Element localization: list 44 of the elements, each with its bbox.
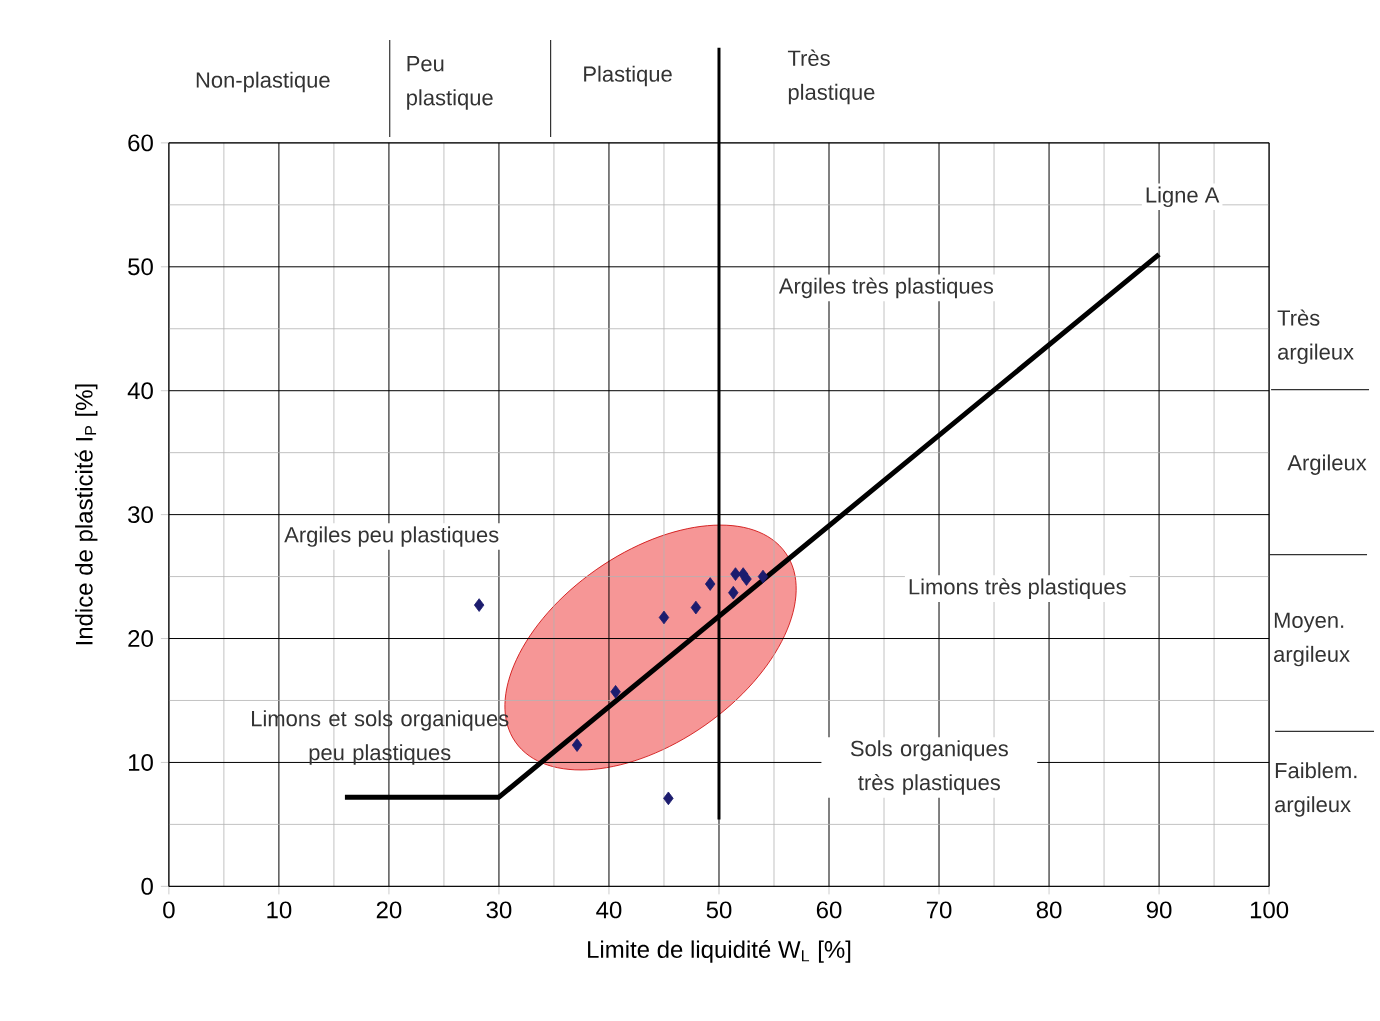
text: Faiblem. argileux [1275,762,1357,817]
x-tick-label: 0 [163,901,175,919]
text: Peu plastique [407,55,493,110]
y-tick-label: 30 [128,506,153,523]
annotation: Limons très plastiques [909,578,1126,599]
y-tick-label: 20 [128,629,153,647]
text: Argileux [1287,454,1367,475]
y-tick-label: 0 [141,877,153,895]
point [757,569,769,584]
text: Non-plastique [196,71,330,93]
point [658,610,670,625]
text: Très plastique [787,49,875,105]
x-tick-label: 80 [1036,901,1062,919]
annotation: Argiles très plastiques [778,277,994,299]
x-tick-label: 40 [596,901,622,919]
x-tick-label: 50 [706,901,732,919]
x-axis-title: Limite de liquidité W$_{L}$ [%] [588,939,851,963]
point [730,567,741,581]
x-tick-label: 10 [267,901,292,919]
annotation: Sols organiques très plastiques [850,740,1008,795]
y-tick-label: 50 [128,258,153,276]
y-tick-label: 40 [127,382,153,400]
x-tick-label: 20 [376,901,402,919]
x-tick-label: 60 [816,901,842,919]
text: Très argileux [1277,309,1354,364]
annotation: Argiles peu plastiques [284,526,499,547]
point [610,684,621,699]
point [473,598,485,612]
x-tick-label: 90 [1146,901,1172,919]
x-tick-label: 70 [926,901,952,919]
point [728,585,739,600]
point [704,577,716,591]
point [663,791,674,806]
point [690,600,702,615]
x-tick-label: 100 [1250,901,1289,919]
y-tick-label: 10 [128,753,153,771]
annotation: Ligne A [1146,186,1220,207]
point [571,738,583,752]
y-tick-label: 60 [128,134,153,152]
y-axis-title: Indice de plasticité I$_{P}$ [%] [74,384,98,645]
text: Moyen. argileux [1274,612,1350,667]
text: Plastique [584,65,672,87]
x-tick-label: 30 [486,901,512,919]
point [741,572,752,586]
